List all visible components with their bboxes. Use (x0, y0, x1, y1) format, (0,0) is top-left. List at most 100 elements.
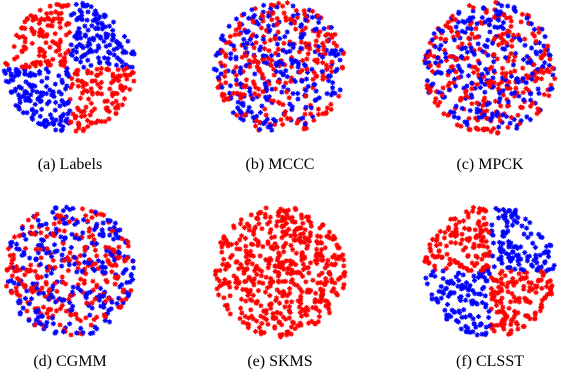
data-point-red (433, 242, 440, 249)
data-point-blue (250, 14, 256, 20)
data-point-red (447, 256, 453, 262)
scatter-plot-cgmm (3, 204, 137, 338)
data-point-red (298, 293, 304, 299)
data-point-blue (503, 230, 509, 236)
data-point-red (496, 289, 502, 296)
data-point-red (435, 253, 442, 259)
data-point-red (273, 297, 279, 304)
data-point-red (435, 63, 442, 69)
data-point-red (22, 45, 28, 51)
data-point-blue (235, 105, 241, 111)
data-point-red (485, 264, 492, 270)
data-point-blue (85, 9, 91, 15)
data-point-blue (456, 308, 462, 314)
data-point-red (504, 96, 510, 103)
data-point-blue (475, 313, 482, 320)
data-point-red (92, 106, 98, 112)
data-point-blue (98, 303, 104, 309)
data-point-blue (448, 109, 454, 115)
data-point-blue (259, 103, 265, 109)
data-point-red (103, 244, 109, 250)
data-point-red (499, 288, 505, 294)
data-point-blue (465, 73, 472, 79)
data-point-blue (469, 80, 475, 86)
data-point-red (37, 246, 43, 252)
data-point-blue (72, 221, 78, 228)
data-point-red (118, 83, 124, 89)
data-point-red (265, 10, 272, 16)
data-point-blue (84, 17, 90, 23)
data-point-red (306, 238, 313, 245)
data-point-blue (63, 68, 69, 75)
data-point-red (296, 49, 302, 55)
data-point-red (253, 123, 259, 129)
data-point-red (20, 33, 26, 40)
data-point-red (123, 72, 129, 78)
data-point-blue (505, 33, 511, 39)
data-point-red (534, 75, 541, 82)
data-point-red (305, 243, 311, 249)
data-point-red (292, 205, 298, 211)
data-point-red (498, 322, 504, 328)
data-point-blue (468, 92, 474, 98)
data-point-red (256, 279, 262, 285)
data-point-red (302, 11, 308, 17)
data-point-red (493, 0, 499, 5)
data-point-red (322, 298, 328, 304)
data-point-red (258, 273, 264, 279)
data-point-blue (495, 24, 501, 31)
data-point-blue (528, 21, 535, 27)
data-point-blue (517, 37, 523, 43)
data-point-red (289, 218, 295, 224)
data-point-red (34, 273, 40, 279)
data-point-blue (111, 52, 117, 58)
data-point-red (474, 126, 480, 132)
data-point-blue (241, 11, 247, 17)
data-point-red (238, 233, 245, 239)
data-point-blue (43, 323, 49, 329)
data-point-red (453, 225, 459, 232)
data-point-blue (127, 279, 133, 285)
data-point-red (281, 292, 287, 298)
scatter-plot-clsst (422, 204, 557, 338)
data-point-blue (113, 232, 119, 238)
data-point-blue (546, 62, 552, 69)
data-point-blue (478, 291, 484, 297)
data-point-blue (303, 87, 309, 93)
data-point-red (285, 207, 292, 213)
data-point-blue (64, 83, 70, 89)
data-point-red (458, 123, 464, 129)
data-point-red (13, 264, 20, 270)
data-point-red (57, 306, 64, 312)
data-point-blue (73, 1, 79, 8)
data-point-red (293, 8, 299, 14)
data-point-blue (46, 99, 52, 105)
data-point-blue (462, 45, 469, 51)
data-point-red (458, 241, 464, 247)
data-point-red (60, 240, 66, 247)
data-point-red (491, 293, 498, 299)
data-point-red (284, 0, 291, 6)
data-point-red (250, 231, 257, 237)
data-point-red (477, 224, 483, 230)
data-point-blue (462, 29, 468, 36)
data-point-red (58, 16, 65, 22)
data-point-red (474, 100, 480, 106)
data-point-red (32, 283, 38, 289)
data-point-blue (89, 49, 95, 55)
data-point-red (268, 280, 274, 286)
data-point-red (342, 270, 348, 276)
data-point-red (299, 251, 305, 257)
data-point-blue (327, 51, 333, 57)
data-point-red (131, 78, 137, 84)
data-point-red (478, 237, 484, 243)
data-point-red (17, 293, 23, 299)
data-point-blue (284, 29, 290, 35)
data-point-blue (11, 280, 17, 286)
data-point-red (32, 63, 39, 69)
data-point-red (508, 23, 514, 30)
data-point-red (545, 279, 551, 285)
data-point-red (312, 57, 318, 63)
data-point-red (324, 66, 330, 72)
data-point-blue (9, 89, 15, 96)
